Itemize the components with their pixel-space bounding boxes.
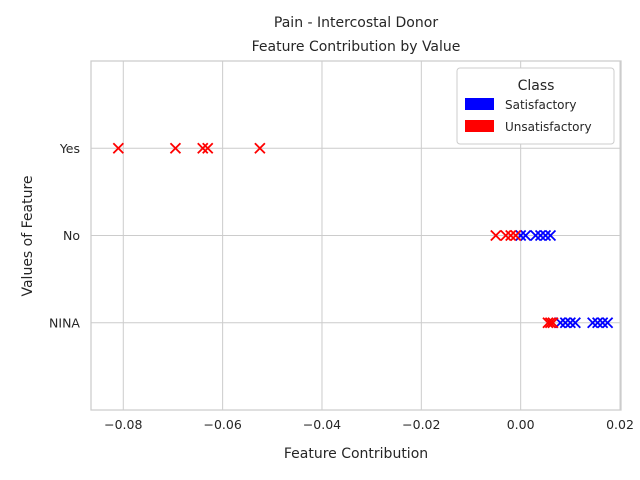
point-unsatisfactory [505,229,517,242]
axes-border [90,60,622,411]
x-tick-label: 0.02 [606,417,634,432]
point-unsatisfactory [490,229,502,242]
legend-swatch-satisfactory [465,98,494,110]
point-satisfactory [519,229,532,242]
point-satisfactory [534,229,547,242]
point-satisfactory [587,317,599,329]
point-satisfactory [559,317,572,329]
point-unsatisfactory [112,142,124,154]
y-tick-label: No [63,228,80,243]
point-satisfactory [529,229,542,242]
legend: Class Satisfactory Unsatisfactory [456,67,615,145]
point-satisfactory [569,317,581,329]
plot-frame [90,60,622,411]
legend-label-unsatisfactory: Unsatisfactory [505,120,592,134]
data-points [112,142,614,329]
legend-swatch-unsatisfactory [465,120,494,132]
point-unsatisfactory [169,142,182,154]
point-satisfactory [539,229,552,242]
chart-title-line2: Feature Contribution by Value [252,39,461,55]
point-satisfactory [564,317,576,329]
legend-box [456,67,615,145]
point-unsatisfactory [544,317,557,329]
x-tick-label: −0.04 [303,417,341,432]
y-tick-label: Yes [59,141,80,156]
y-axis-label: Values of Feature [20,175,36,296]
x-tick-label: −0.06 [203,417,241,432]
legend-title: Class [518,78,555,94]
point-unsatisfactory [510,229,522,242]
chart-title-line1: Pain - Intercostal Donor [274,15,438,31]
point-satisfactory [515,229,527,242]
point-unsatisfactory [197,142,209,154]
point-unsatisfactory [547,317,559,329]
point-satisfactory [601,317,614,329]
point-satisfactory [596,317,609,329]
point-unsatisfactory [542,317,554,329]
point-satisfactory [592,317,604,329]
x-tick-label: −0.02 [402,417,440,432]
point-satisfactory [544,229,557,242]
x-axis-ticks: −0.08 −0.06 −0.04 −0.02 0.00 0.02 [104,417,634,432]
x-axis-label: Feature Contribution [284,446,428,462]
point-unsatisfactory [202,142,214,154]
x-tick-label: 0.00 [507,417,535,432]
legend-label-satisfactory: Satisfactory [505,98,577,112]
point-unsatisfactory [254,142,266,154]
y-axis-ticks: Yes No NINA [49,141,80,331]
point-unsatisfactory [500,229,512,242]
x-tick-label: −0.08 [104,417,142,432]
y-tick-label: NINA [49,315,80,330]
